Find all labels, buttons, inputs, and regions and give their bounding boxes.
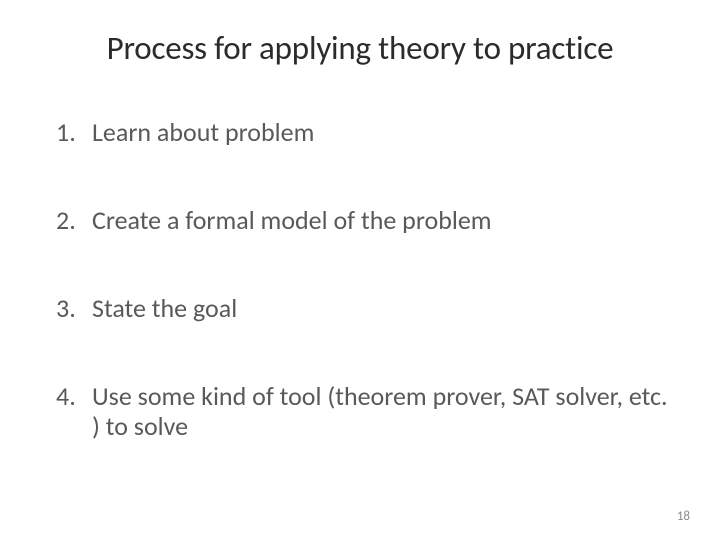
page-number: 18	[677, 509, 690, 524]
list-item: Learn about problem	[56, 118, 672, 148]
list-item: Create a formal model of the problem	[56, 206, 672, 236]
list-item: Use some kind of tool (theorem prover, S…	[56, 382, 672, 442]
slide-title: Process for applying theory to practice	[48, 28, 672, 68]
list-item: State the goal	[56, 294, 672, 324]
slide-container: Process for applying theory to practice …	[0, 0, 720, 540]
numbered-list: Learn about problem Create a formal mode…	[48, 118, 672, 441]
